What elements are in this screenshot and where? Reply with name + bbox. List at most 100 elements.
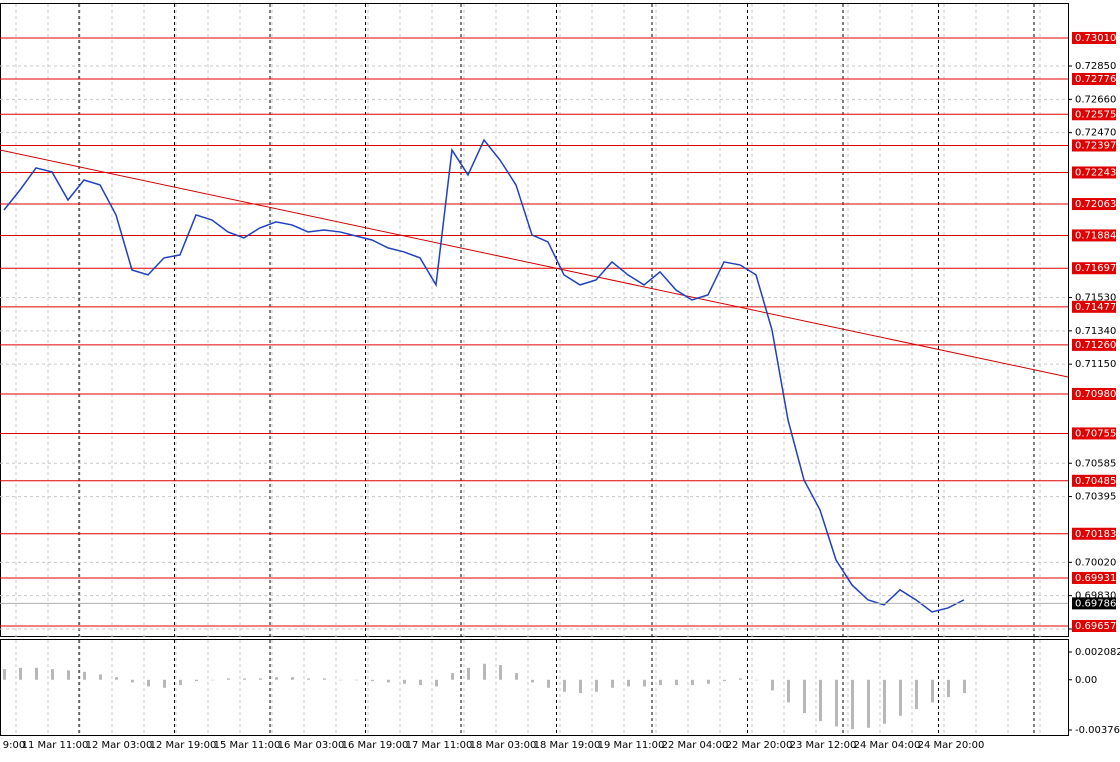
x-tick-label: 16 Mar 19:00 [342,740,409,751]
macd-bar [787,679,790,703]
x-tick-label: 22 Mar 20:00 [726,740,793,751]
macd-bar [3,669,6,680]
macd-bar [403,679,406,684]
level-label: 0.72575 [1075,109,1116,120]
y-tick-label: 0.70585 [1075,458,1116,469]
macd-bar [675,679,678,686]
y-tick-label: 0.71150 [1075,359,1116,370]
x-tick-label: 12 Mar 03:00 [86,740,153,751]
level-label: 0.70485 [1075,476,1116,487]
level-label-box [1072,474,1116,487]
macd-bar [19,667,22,680]
macd-bar [179,679,182,686]
grid [15,4,1041,735]
macd-bar [579,679,582,694]
x-tick-label: 22 Mar 04:00 [662,740,729,751]
macd-bar [659,679,662,686]
x-tick-label: 16 Mar 03:00 [278,740,345,751]
main-frame [0,3,1069,637]
macd-bar [515,673,518,680]
x-tick-label: 9:00 [3,740,25,751]
level-label-box [1072,620,1116,633]
y-tick-label: 0.72660 [1075,94,1116,105]
level-label-box [1072,527,1116,540]
level-label: 0.72397 [1075,140,1116,151]
level-label: 0.71477 [1075,302,1116,313]
x-tick-label: 18 Mar 03:00 [470,740,537,751]
macd-bar [595,679,598,692]
macd-bar [211,679,214,681]
level-label-box [1072,427,1116,440]
macd-bar [99,674,102,680]
trend-line [0,149,1069,378]
x-tick-label: 24 Mar 20:00 [918,740,985,751]
macd-bar [355,679,358,681]
macd-frame [0,639,1069,736]
macd-bar [371,679,374,682]
macd-bar [771,679,774,691]
macd-bar [339,679,342,681]
macd-bar [307,678,310,680]
level-label: 0.71697 [1075,263,1116,274]
level-label-box [1072,229,1116,242]
macd-bar [563,679,566,692]
macd-bar [275,677,278,680]
macd-bar [691,679,694,686]
macd-bar [899,679,902,716]
level-label: 0.70980 [1075,389,1116,400]
level-label: 0.69931 [1075,573,1116,584]
x-tick-label: 11 Mar 11:00 [22,740,89,751]
y-tick-label: 0.72850 [1075,61,1116,72]
macd-bar [467,667,470,680]
macd-bar [483,663,486,680]
macd-bar [723,679,726,682]
macd-bar [147,679,150,687]
macd-bar [83,671,86,680]
macd-y-tick-label: 0.002082 [1075,647,1120,658]
macd-bar [163,679,166,688]
macd-bar [963,679,966,694]
macd-bar [627,679,630,687]
x-tick-label: 17 Mar 11:00 [406,740,473,751]
macd-bar [883,679,886,724]
x-tick-label: 19 Mar 11:00 [598,740,665,751]
x-tick-label: 24 Mar 04:00 [854,740,921,751]
level-label: 0.72243 [1075,167,1116,178]
macd-bar [195,679,198,682]
macd-bar [451,673,454,680]
macd-bar [547,679,550,688]
macd-bar [835,679,838,727]
macd-bar [947,679,950,698]
macd-bar [259,678,262,680]
macd-bar [643,679,646,687]
macd-bar [499,665,502,680]
level-label-box [1072,31,1116,44]
macd-bar [323,678,326,680]
level-label-box [1072,300,1116,313]
level-label-box [1072,139,1116,152]
macd-y-tick-label: -0.003768 [1075,725,1120,736]
y-tick-label: 0.71530 [1075,293,1116,304]
level-label: 0.72776 [1075,74,1116,85]
macd-bar [67,670,70,680]
level-label: 0.70755 [1075,428,1116,439]
macd-bar [739,678,742,680]
macd-y-tick-label: 0.00 [1075,675,1097,686]
macd-bar [227,678,230,680]
macd-bar [387,679,390,683]
level-label-box [1072,108,1116,121]
macd-bar [819,679,822,722]
x-tick-label: 12 Mar 19:00 [150,740,217,751]
macd-bar [35,667,38,680]
current-price-box [1072,597,1116,610]
macd-bar [915,679,918,710]
macd-bar [291,677,294,680]
level-label-box [1072,198,1116,211]
current-price-label: 0.69786 [1075,598,1116,609]
macd-bar [243,678,246,680]
macd-bar [51,669,54,680]
y-tick-label: 0.70395 [1075,492,1116,503]
macd-bar [931,679,934,703]
